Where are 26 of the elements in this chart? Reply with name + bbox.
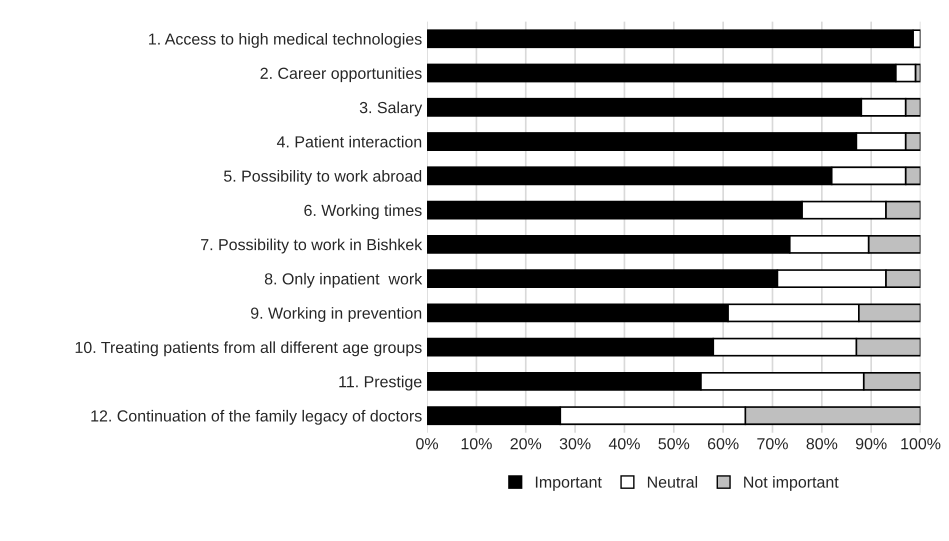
x-tick-label: 10% — [462, 438, 492, 450]
y-tick-label: 11. Prestige — [339, 376, 422, 391]
x-tick-label: 30% — [560, 438, 591, 450]
x-tick-label: 0% — [416, 438, 438, 450]
y-tick-label: 5. Possibility to work abroad — [224, 170, 422, 185]
x-tick-label: 50% — [658, 438, 690, 450]
x-tick-label: 80% — [806, 438, 838, 450]
y-tick-label: 8. Only inpatient work — [264, 272, 422, 288]
x-tick-label: 20% — [510, 438, 542, 450]
legend-label: Not important — [744, 476, 839, 491]
x-tick-label: 100% — [901, 438, 940, 450]
y-tick-label: 9. Working in prevention — [250, 307, 422, 322]
y-tick-label: 10. Treating patients from all different age groups — [76, 341, 422, 356]
x-tick-label: 40% — [608, 438, 640, 450]
x-tick-label: 90% — [856, 438, 887, 450]
y-tick-label: 2. Career opportunities — [260, 67, 422, 82]
legend-label: Neutral — [648, 476, 698, 488]
x-tick-label: 60% — [708, 438, 739, 450]
y-tick-label: 12. Continuation of the family legacy of doctors — [91, 410, 422, 425]
x-tick-label: 70% — [757, 438, 788, 450]
legend-label: Important — [536, 476, 602, 491]
y-tick-label: 6. Working times — [304, 204, 422, 220]
y-tick-label: 3. Salary — [360, 102, 422, 116]
y-tick-label: 4. Patient interaction — [276, 136, 422, 148]
y-tick-label: 1. Access to high medical technologies — [149, 32, 422, 48]
y-tick-label: 7. Possibility to work in Bishkek — [201, 238, 422, 254]
